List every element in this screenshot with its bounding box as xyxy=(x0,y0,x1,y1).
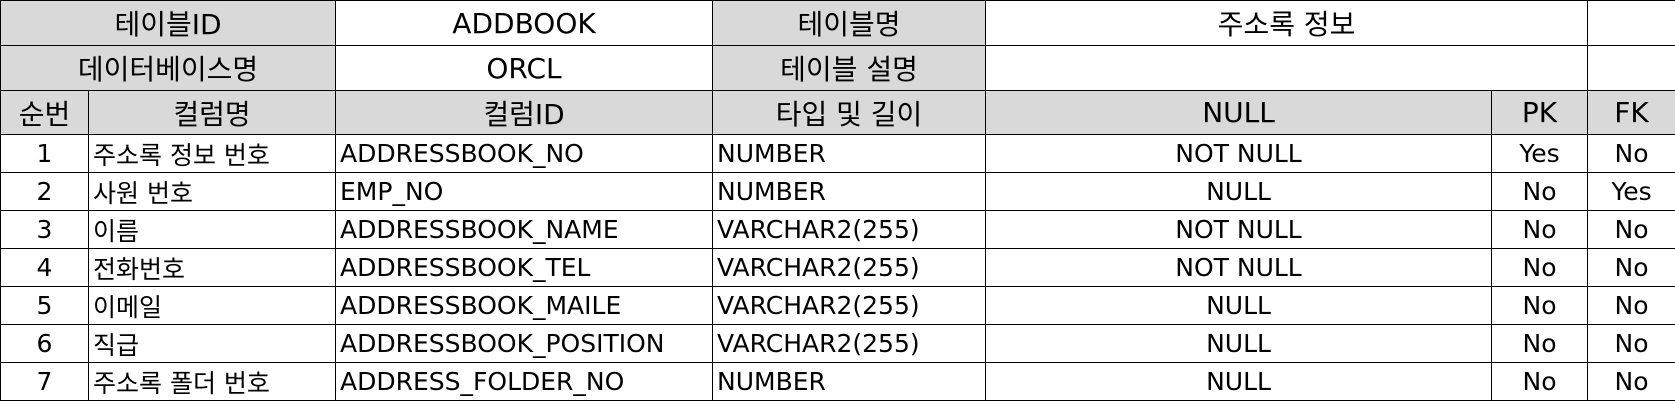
cell-seq: 4 xyxy=(0,248,89,287)
table-row: 5 이메일 ADDRESSBOOK_MAILE VARCHAR2(255) NU… xyxy=(0,286,1675,325)
cell-pk: No xyxy=(1491,286,1589,325)
cell-column-name: 직급 xyxy=(87,324,337,363)
cell-type: NUMBER xyxy=(712,362,987,401)
table-row: 4 전화번호 ADDRESSBOOK_TEL VARCHAR2(255) NOT… xyxy=(0,248,1675,287)
cell-column-name: 이메일 xyxy=(87,286,337,325)
cell-column-name: 주소록 폴더 번호 xyxy=(87,362,337,401)
cell-column-id: EMP_NO xyxy=(335,172,714,211)
cell-pk: No xyxy=(1491,210,1589,249)
cell-column-id: ADDRESSBOOK_NO xyxy=(335,134,714,173)
table-row: 3 이름 ADDRESSBOOK_NAME VARCHAR2(255) NOT … xyxy=(0,210,1675,249)
cell-null: NOT NULL xyxy=(985,134,1493,173)
cell-fk: No xyxy=(1587,248,1675,287)
cell-column-id: ADDRESSBOOK_POSITION xyxy=(335,324,714,363)
table-name-value: 주소록 정보 xyxy=(985,0,1589,46)
cell-pk: Yes xyxy=(1491,134,1589,173)
cell-null: NULL xyxy=(985,286,1493,325)
cell-column-id: ADDRESSBOOK_NAME xyxy=(335,210,714,249)
cell-column-id: ADDRESSBOOK_TEL xyxy=(335,248,714,287)
cell-type: NUMBER xyxy=(712,172,987,211)
meta-row-table-id: 테이블ID ADDBOOK 테이블명 주소록 정보 xyxy=(0,0,1675,46)
cell-column-name: 이름 xyxy=(87,210,337,249)
cell-type: VARCHAR2(255) xyxy=(712,248,987,287)
cell-fk: Yes xyxy=(1587,172,1675,211)
cell-pk: No xyxy=(1491,324,1589,363)
header-null: NULL xyxy=(985,90,1493,135)
cell-column-id: ADDRESSBOOK_MAILE xyxy=(335,286,714,325)
header-seq: 순번 xyxy=(0,90,89,135)
cell-pk: No xyxy=(1491,172,1589,211)
cell-pk: No xyxy=(1491,362,1589,401)
cell-null: NOT NULL xyxy=(985,210,1493,249)
cell-fk: No xyxy=(1587,134,1675,173)
cell-seq: 7 xyxy=(0,362,89,401)
table-desc-label: 테이블 설명 xyxy=(712,45,987,91)
cell-type: VARCHAR2(255) xyxy=(712,210,987,249)
meta-row-database: 데이터베이스명 ORCL 테이블 설명 xyxy=(0,45,1675,91)
table-desc-value xyxy=(985,45,1589,91)
cell-column-id: ADDRESS_FOLDER_NO xyxy=(335,362,714,401)
table-id-value: ADDBOOK xyxy=(335,0,714,46)
table-id-label: 테이블ID xyxy=(0,0,337,46)
header-fk: FK xyxy=(1587,90,1675,135)
cell-null: NULL xyxy=(985,172,1493,211)
cell-pk: No xyxy=(1491,248,1589,287)
cell-type: VARCHAR2(255) xyxy=(712,286,987,325)
column-header-row: 순번 컬럼명 컬럼ID 타입 및 길이 NULL PK FK xyxy=(0,90,1675,135)
db-name-label: 데이터베이스명 xyxy=(0,45,337,91)
table-row: 1 주소록 정보 번호 ADDRESSBOOK_NO NUMBER NOT NU… xyxy=(0,134,1675,173)
cell-null: NULL xyxy=(985,324,1493,363)
cell-fk: No xyxy=(1587,324,1675,363)
table-name-label: 테이블명 xyxy=(712,0,987,46)
db-name-value: ORCL xyxy=(335,45,714,91)
cell-column-name: 전화번호 xyxy=(87,248,337,287)
cell-seq: 3 xyxy=(0,210,89,249)
cell-seq: 1 xyxy=(0,134,89,173)
meta-blank-cell xyxy=(1587,45,1675,91)
header-type-length: 타입 및 길이 xyxy=(712,90,987,135)
header-column-id: 컬럼ID xyxy=(335,90,714,135)
header-pk: PK xyxy=(1491,90,1589,135)
table-row: 7 주소록 폴더 번호 ADDRESS_FOLDER_NO NUMBER NUL… xyxy=(0,362,1675,401)
cell-column-name: 사원 번호 xyxy=(87,172,337,211)
cell-seq: 6 xyxy=(0,324,89,363)
cell-column-name: 주소록 정보 번호 xyxy=(87,134,337,173)
cell-null: NULL xyxy=(985,362,1493,401)
table-row: 2 사원 번호 EMP_NO NUMBER NULL No Yes xyxy=(0,172,1675,211)
cell-fk: No xyxy=(1587,362,1675,401)
cell-type: NUMBER xyxy=(712,134,987,173)
cell-type: VARCHAR2(255) xyxy=(712,324,987,363)
cell-fk: No xyxy=(1587,210,1675,249)
meta-blank-cell xyxy=(1587,0,1675,46)
cell-seq: 5 xyxy=(0,286,89,325)
cell-null: NOT NULL xyxy=(985,248,1493,287)
table-row: 6 직급 ADDRESSBOOK_POSITION VARCHAR2(255) … xyxy=(0,324,1675,363)
cell-seq: 2 xyxy=(0,172,89,211)
header-column-name: 컬럼명 xyxy=(87,90,337,135)
cell-fk: No xyxy=(1587,286,1675,325)
